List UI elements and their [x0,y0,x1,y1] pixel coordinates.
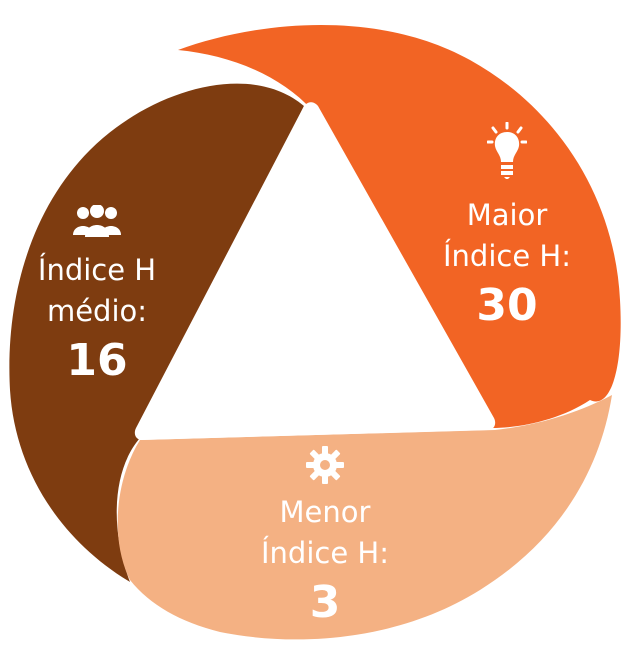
people-icon [73,205,121,237]
maior-line1: Maior [466,198,548,232]
center-triangle [134,102,496,440]
medio-line1: Índice H [37,253,157,287]
menor-line1: Menor [279,495,371,529]
medio-line2: médio: [46,293,148,328]
medio-value: 16 [66,334,128,386]
segment-menor [117,395,612,640]
segment-maior-label: Maior Índice H: 30 [432,122,582,332]
segment-maior [178,25,621,428]
maior-value: 30 [476,279,538,331]
lightbulb-icon [487,122,527,179]
gear-icon [306,446,344,484]
menor-value: 3 [309,576,341,628]
segment-menor-label: Menor Índice H: 3 [250,445,400,629]
segment-medio-label: Índice H médio: 16 [22,205,172,387]
maior-line2: Índice H: [443,238,571,273]
menor-line2: Índice H: [261,535,389,570]
